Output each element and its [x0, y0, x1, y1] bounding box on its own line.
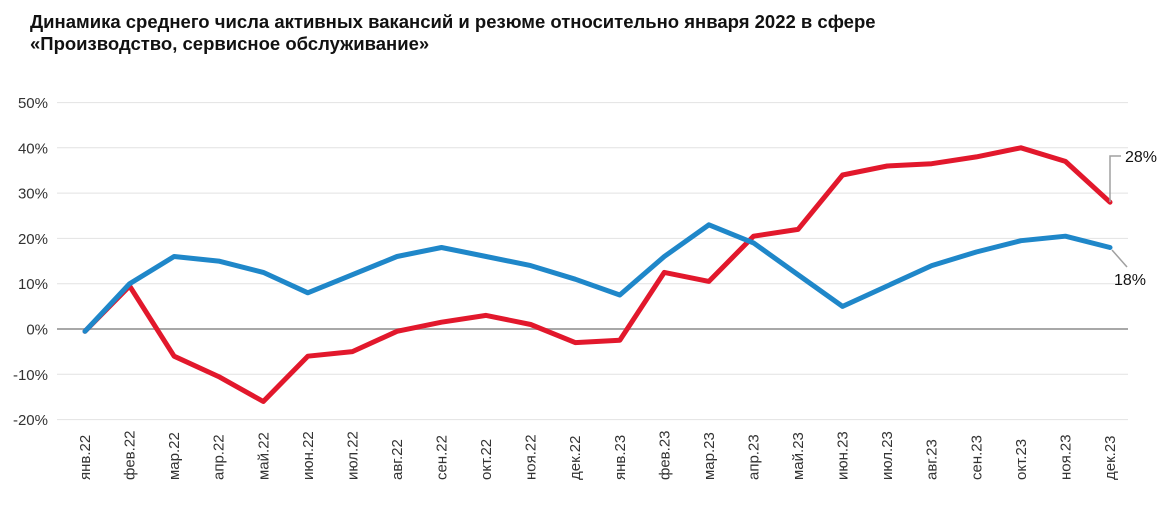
y-tick-label--20: -20% — [13, 412, 48, 429]
x-tick-label-14: мар.23 — [701, 432, 718, 480]
chart-title-line2: «Производство, сервисное обслуживание» — [30, 33, 430, 54]
y-tick-label-30: 30% — [18, 186, 48, 203]
annotation-leader-blue-line — [1111, 249, 1128, 268]
x-tick-label-0: янв.22 — [77, 435, 94, 480]
x-tick-label-10: ноя.22 — [523, 434, 540, 480]
x-tick-label-7: авг.22 — [389, 439, 406, 480]
y-tick-label--10: -10% — [13, 367, 48, 384]
x-tick-label-13: фев.23 — [656, 430, 673, 480]
annotation-label-red-line: 28% — [1125, 149, 1157, 166]
y-tick-label-50: 50% — [18, 95, 48, 112]
annotation-leader-red-line — [1109, 155, 1121, 202]
series-blue-line — [82, 222, 1113, 334]
x-tick-label-11: дек.22 — [567, 435, 584, 480]
x-tick-label-20: сен.23 — [968, 435, 985, 480]
series-red-line — [82, 145, 1113, 404]
chart-title: Динамика среднего числа активных ваканси… — [30, 11, 990, 55]
x-tick-label-5: июн.22 — [300, 431, 317, 480]
x-tick-label-1: фев.22 — [122, 430, 139, 480]
x-tick-label-2: мар.22 — [166, 432, 183, 480]
x-tick-label-16: май.23 — [790, 432, 807, 480]
y-tick-label-0: 0% — [26, 322, 48, 339]
x-tick-label-3: апр.22 — [211, 434, 228, 480]
x-tick-label-22: ноя.23 — [1057, 434, 1074, 480]
chart-title-line1: Динамика среднего числа активных ваканси… — [30, 11, 876, 32]
y-tick-label-40: 40% — [18, 140, 48, 157]
y-tick-label-20: 20% — [18, 231, 48, 248]
annotation-label-blue-line: 18% — [1114, 272, 1146, 289]
x-tick-label-18: июл.23 — [879, 431, 896, 480]
x-tick-label-15: апр.23 — [746, 434, 763, 480]
x-tick-label-4: май.22 — [255, 432, 272, 480]
x-tick-label-19: авг.23 — [924, 439, 941, 480]
x-tick-label-12: янв.23 — [612, 435, 629, 480]
x-tick-label-8: сен.22 — [434, 435, 451, 480]
x-tick-label-21: окт.23 — [1013, 439, 1030, 480]
x-tick-label-23: дек.23 — [1102, 435, 1119, 480]
y-tick-label-10: 10% — [18, 276, 48, 293]
x-tick-label-6: июл.22 — [344, 431, 361, 480]
x-tick-label-9: окт.22 — [478, 439, 495, 480]
x-tick-label-17: июн.23 — [835, 431, 852, 480]
